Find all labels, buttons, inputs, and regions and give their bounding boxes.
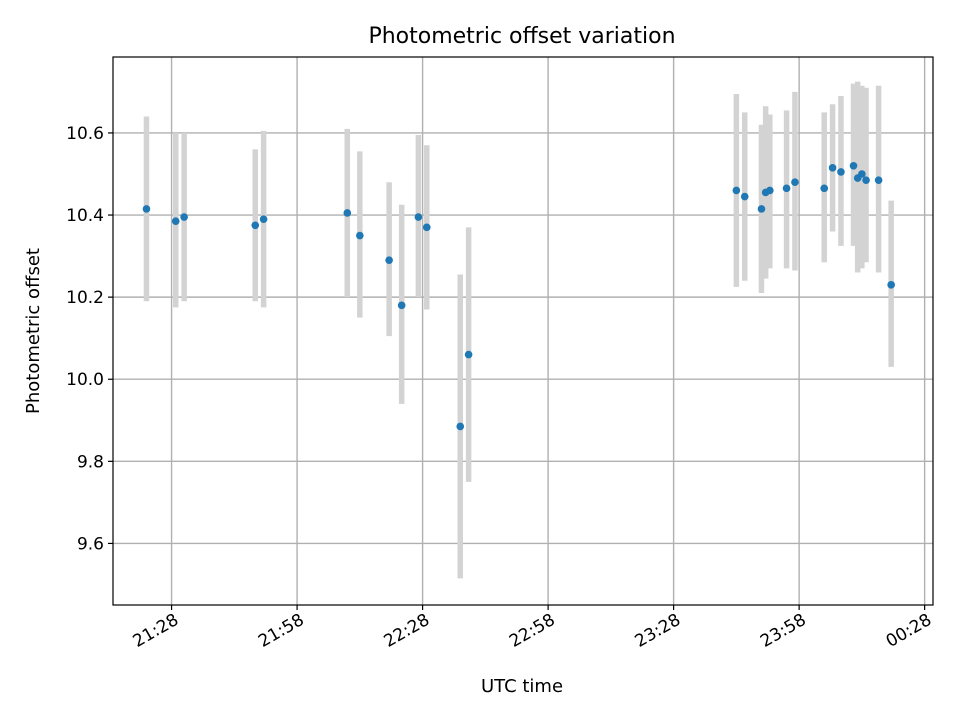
data-point xyxy=(849,161,858,170)
x-axis-label: UTC time xyxy=(481,676,563,697)
y-tick-label: 10.6 xyxy=(66,124,104,144)
data-point xyxy=(456,422,465,431)
x-tick-label: 21:28 xyxy=(130,610,182,652)
x-tick-label: 23:58 xyxy=(757,610,809,652)
data-point xyxy=(757,205,766,213)
data-points xyxy=(142,161,895,431)
x-tick-label: 22:58 xyxy=(506,610,558,652)
data-point xyxy=(385,256,393,264)
data-point xyxy=(766,186,774,195)
y-tick-label: 10.0 xyxy=(66,370,104,390)
data-point xyxy=(732,186,741,195)
data-point xyxy=(343,209,352,217)
y-tick-label: 9.8 xyxy=(77,452,104,472)
x-tick-label: 21:58 xyxy=(255,610,307,652)
y-tick-label: 10.4 xyxy=(66,206,104,226)
data-point xyxy=(887,281,895,289)
data-point xyxy=(828,164,837,172)
data-point xyxy=(422,223,431,232)
x-tick-label: 00:28 xyxy=(883,610,935,652)
data-point xyxy=(142,205,151,213)
data-point xyxy=(464,350,473,359)
data-point xyxy=(791,178,799,186)
data-point xyxy=(171,217,180,225)
error-bars xyxy=(143,81,894,579)
data-point xyxy=(782,184,791,193)
x-tick-label: 22:28 xyxy=(381,610,433,652)
plot-frame xyxy=(112,56,934,606)
axis-ticks: 21:28 21:58 22:28 22:58 23:28 23:58 00:28 9.6 9.… xyxy=(66,124,935,652)
data-point xyxy=(397,301,406,310)
data-point xyxy=(862,176,870,184)
data-point xyxy=(874,176,883,184)
x-tick-label: 23:28 xyxy=(632,610,684,652)
data-point xyxy=(356,231,364,240)
grid-lines xyxy=(113,57,933,605)
data-point xyxy=(740,192,749,201)
data-point xyxy=(180,213,188,221)
data-point xyxy=(820,184,829,193)
y-axis-label: Photometric offset xyxy=(23,248,44,414)
data-point xyxy=(251,221,260,230)
data-point xyxy=(858,170,866,178)
data-point xyxy=(837,168,845,176)
chart-title: Photometric offset variation xyxy=(368,24,675,49)
y-tick-label: 10.2 xyxy=(66,288,104,308)
y-tick-label: 9.6 xyxy=(77,534,104,554)
data-point xyxy=(414,213,423,221)
data-point xyxy=(259,215,268,223)
